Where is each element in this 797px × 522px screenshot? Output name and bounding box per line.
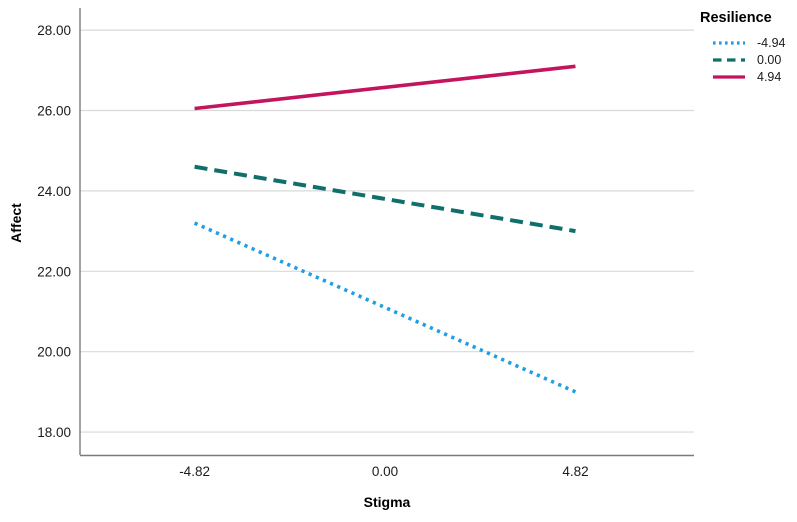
legend-item: -4.94	[700, 34, 796, 51]
legend-entry-label: 4.94	[757, 69, 782, 84]
y-axis-title: Affect	[8, 203, 24, 243]
y-tick-label: 18.00	[37, 425, 71, 440]
legend-line-sample-dashed	[713, 57, 745, 62]
x-tick-label: 4.82	[562, 464, 588, 479]
x-tick-label: 0.00	[372, 464, 398, 479]
legend-line-sample-solid	[713, 74, 745, 79]
y-tick-label: 28.00	[37, 23, 71, 38]
x-axis-title: Stigma	[363, 494, 411, 510]
legend-item: 0.00	[700, 51, 796, 68]
legend-title: Resilience	[700, 10, 772, 26]
series-line-0.00	[194, 164, 576, 234]
x-tick-label: -4.82	[179, 464, 210, 479]
legend-item: 4.94	[700, 68, 796, 85]
series-line-4.94	[194, 64, 576, 111]
legend-entry-label: -4.94	[757, 35, 786, 50]
legend-entry-label: 0.00	[757, 52, 782, 67]
y-tick-label: 24.00	[37, 184, 71, 199]
y-tick-label: 22.00	[37, 264, 71, 279]
legend: Resilience -4.94 0.00 4.94	[700, 10, 796, 85]
y-tick-label: 26.00	[37, 104, 71, 119]
series-line--4.94	[193, 221, 577, 394]
legend-items: -4.94 0.00 4.94	[700, 34, 796, 85]
y-tick-label: 20.00	[37, 345, 71, 360]
legend-line-sample-dotted	[713, 40, 745, 45]
